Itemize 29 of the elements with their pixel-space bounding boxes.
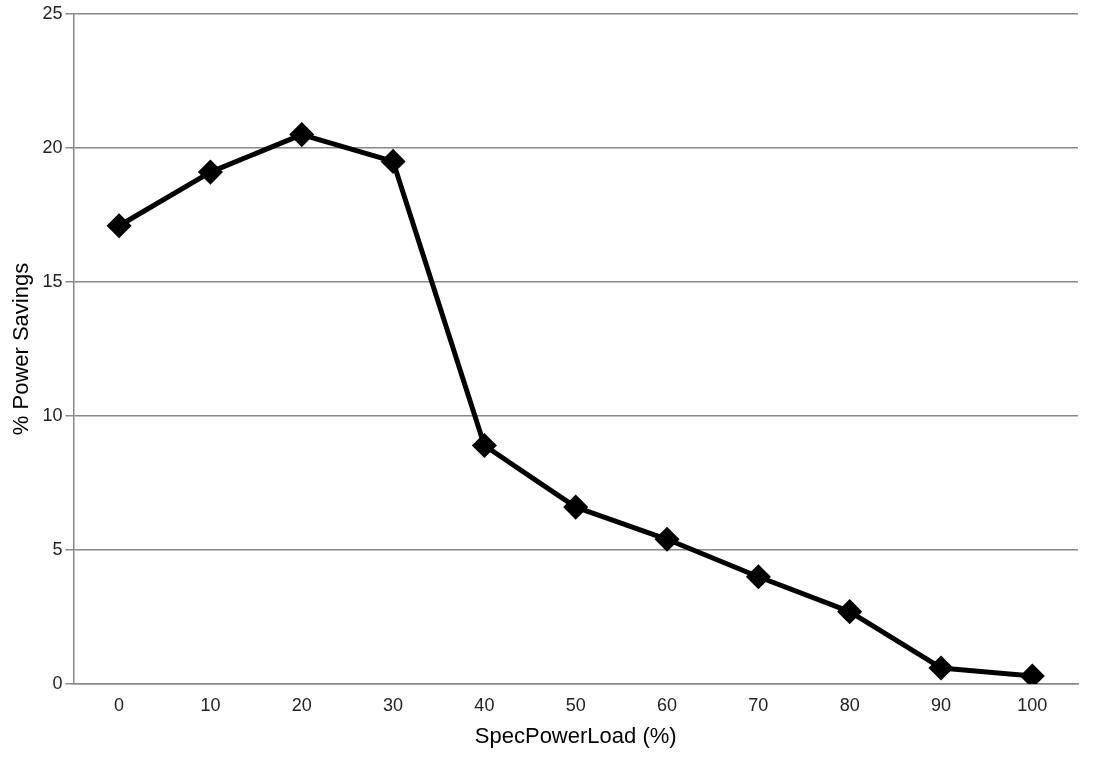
x-tick-label: 50 (565, 694, 586, 715)
point (929, 656, 953, 680)
point (472, 433, 496, 457)
point (655, 527, 679, 551)
y-tick-label: 10 (42, 404, 63, 425)
x-tick-label: 10 (200, 694, 221, 715)
x-tick-label: 80 (839, 694, 860, 715)
x-tick-label: 40 (474, 694, 495, 715)
point (107, 214, 131, 238)
point (564, 495, 588, 519)
point (746, 565, 770, 589)
x-tick-label: 100 (1017, 694, 1048, 715)
x-tick-label: 90 (931, 694, 952, 715)
point (838, 600, 862, 624)
x-tick-label: 60 (657, 694, 678, 715)
point (198, 160, 222, 184)
y-tick-label: 25 (42, 2, 63, 23)
y-axis-title: % Power Savings (8, 262, 34, 436)
y-tick-label: 5 (52, 538, 63, 559)
point (381, 149, 405, 173)
x-tick-label: 0 (114, 694, 125, 715)
x-axis-title: SpecPowerLoad (%) (474, 722, 677, 748)
x-tick-label: 30 (383, 694, 404, 715)
y-tick-label: 0 (52, 672, 63, 693)
y-tick-label: 20 (42, 136, 63, 157)
x-tick-label: 70 (748, 694, 769, 715)
point (290, 123, 314, 147)
y-tick-label: 15 (42, 270, 63, 291)
x-tick-label: 20 (291, 694, 312, 715)
